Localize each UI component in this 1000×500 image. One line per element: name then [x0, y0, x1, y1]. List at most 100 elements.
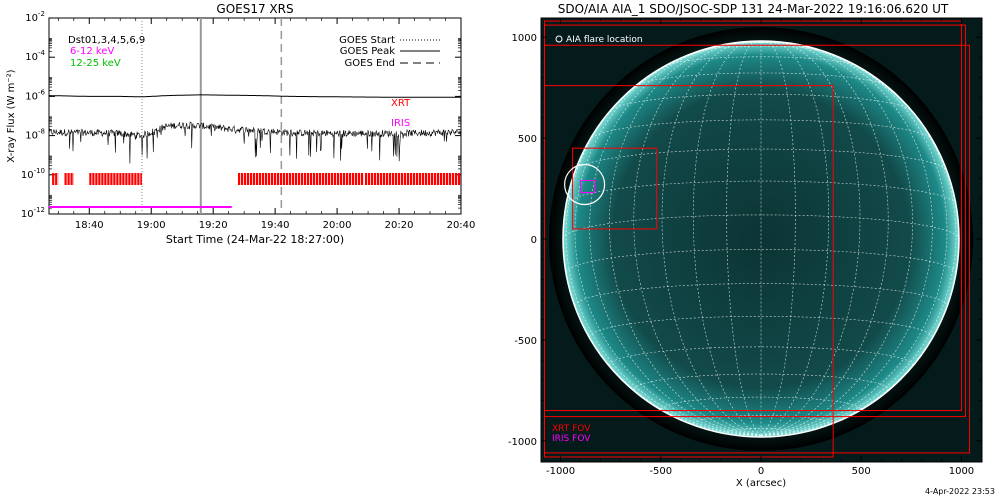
aia-x-axis-label: X (arcsec) — [736, 478, 786, 489]
goes-x-tick-label: 19:00 — [137, 220, 166, 231]
aia-y-tick-label: -1000 — [508, 437, 537, 448]
xrt-coverage-tick — [92, 173, 95, 185]
xrt-coverage-tick — [367, 173, 371, 185]
xrt-coverage-tick — [342, 173, 346, 185]
xrt-coverage-tick — [119, 173, 122, 185]
aia-panel: SDO/AIA AIA_1 SDO/JSOC-SDP 131 24-Mar-20… — [508, 2, 983, 489]
aia-y-tick-label: 1000 — [512, 33, 537, 44]
xrt-coverage-tick — [246, 173, 250, 185]
latitude-line — [726, 427, 796, 433]
xrt-coverage-tick — [409, 173, 413, 185]
xrt-coverage-tick — [403, 173, 407, 185]
xrt-coverage-tick — [89, 173, 92, 185]
xrt-coverage-tick — [261, 173, 265, 185]
goes-y-tick-label: 10-6 — [25, 88, 45, 102]
goes-x-axis: 18:40 19:00 19:20 19:40 20:00 20:20 20:40 — [57, 18, 475, 231]
goes-coverage-bars — [49, 173, 461, 208]
longitude-line — [589, 41, 762, 436]
xrt-coverage-tick — [288, 173, 292, 185]
goes-y-tick-label: 10-8 — [25, 128, 45, 142]
iris-coverage-bar — [49, 206, 232, 208]
xrt-coverage-tick — [345, 173, 349, 185]
goes-flux-series — [49, 94, 461, 164]
aia-x-tick-label: -500 — [649, 466, 672, 477]
longitude-line — [661, 41, 762, 436]
xrt-coverage-tick — [351, 173, 355, 185]
xrt-coverage-tick — [291, 173, 295, 185]
legend-goes-peak: GOES Peak — [340, 46, 395, 57]
xrt-coverage-tick — [412, 173, 416, 185]
goes-x-axis-label: Start Time (24-Mar-22 18:27:00) — [166, 233, 344, 246]
xrt-coverage-tick — [354, 173, 358, 185]
goes-x-tick-label: 19:40 — [261, 220, 290, 231]
xrt-coverage-tick — [140, 173, 142, 185]
xrt-coverage-tick — [454, 173, 458, 185]
xrt-coverage-tick — [309, 173, 313, 185]
goes-long-channel-line — [49, 94, 461, 98]
xrt-coverage-tick — [52, 173, 55, 185]
xrt-coverage-tick — [273, 173, 277, 185]
legend-goes-end: GOES End — [345, 58, 395, 69]
longitude-line — [633, 41, 762, 436]
xrt-coverage-tick — [125, 173, 128, 185]
aia-title: SDO/AIA AIA_1 SDO/JSOC-SDP 131 24-Mar-20… — [558, 2, 949, 16]
xrt-coverage-tick — [427, 173, 431, 185]
xrt-coverage-tick — [430, 173, 434, 185]
xrt-coverage-tick — [406, 173, 410, 185]
xrt-coverage-tick — [357, 173, 361, 185]
xrt-coverage-tick — [300, 173, 304, 185]
goes-y-tick-label: 10-12 — [21, 206, 45, 220]
goes-y-tick-label: 10-4 — [25, 49, 45, 63]
goes-x-tick-label: 18:40 — [75, 220, 104, 231]
xrt-fov-box — [544, 85, 834, 458]
xrt-coverage-tick — [122, 173, 125, 185]
solar-limb — [562, 40, 960, 438]
xrt-coverage-tick — [104, 173, 107, 185]
latitude-line — [574, 148, 948, 172]
longitude-line — [760, 41, 796, 436]
latitude-line — [661, 396, 861, 410]
xrt-coverage-tick — [330, 173, 334, 185]
iris-fov-box — [580, 179, 596, 194]
xrt-coverage-tick — [113, 173, 116, 185]
xrt-coverage-tick — [324, 173, 328, 185]
xrt-coverage-tick — [397, 173, 401, 185]
xrt-coverage-tick — [294, 173, 298, 185]
xrt-coverage-tick — [95, 173, 98, 185]
xrt-coverage-tick — [297, 173, 301, 185]
aia-legend-circle-icon — [555, 35, 563, 43]
goes-channel-text: Dst01,3,4,5,6,9 — [68, 35, 145, 46]
aia-x-tick-label: 0 — [758, 466, 764, 477]
xrt-coverage-tick — [70, 173, 73, 185]
fov-boxes — [544, 20, 970, 458]
xrt-coverage-tick — [348, 173, 352, 185]
xrt-coverage-tick — [134, 173, 137, 185]
legend-goes-start: GOES Start — [339, 35, 395, 46]
aia-y-tick-label: -500 — [514, 336, 537, 347]
xrt-fov-box — [572, 147, 658, 230]
xrt-coverage-tick — [258, 173, 262, 185]
xrt-coverage-tick — [327, 173, 331, 185]
goes-panel: GOES17 XRS 10-12 10-10 10-8 10-6 10-4 10-2 18… — [6, 2, 475, 246]
xrt-coverage-tick — [385, 173, 389, 185]
longitude-line — [692, 41, 762, 436]
longitude-line — [760, 42, 959, 436]
xrt-coverage-tick — [321, 173, 325, 185]
xrt-coverage-tick — [252, 173, 256, 185]
longitude-line — [760, 41, 861, 436]
xrt-coverage-tick — [131, 173, 134, 185]
goes-plot-frame — [48, 17, 462, 215]
xrt-coverage-tick — [64, 173, 67, 185]
goes-y-tick-label: 10-10 — [21, 167, 45, 181]
xrt-coverage-tick — [237, 173, 241, 185]
xrt-coverage-tick — [303, 173, 307, 185]
xrt-coverage-tick — [370, 173, 374, 185]
heliographic-grid — [563, 41, 959, 436]
xrt-coverage-tick — [382, 173, 386, 185]
xrt-coverage-tick — [240, 173, 244, 185]
xrt-coverage-tick — [448, 173, 452, 185]
aia-x-tick-label: 1000 — [949, 466, 974, 477]
xrt-coverage-tick — [285, 173, 289, 185]
xrt-coverage-tick — [439, 173, 443, 185]
flare-marker — [563, 163, 606, 206]
